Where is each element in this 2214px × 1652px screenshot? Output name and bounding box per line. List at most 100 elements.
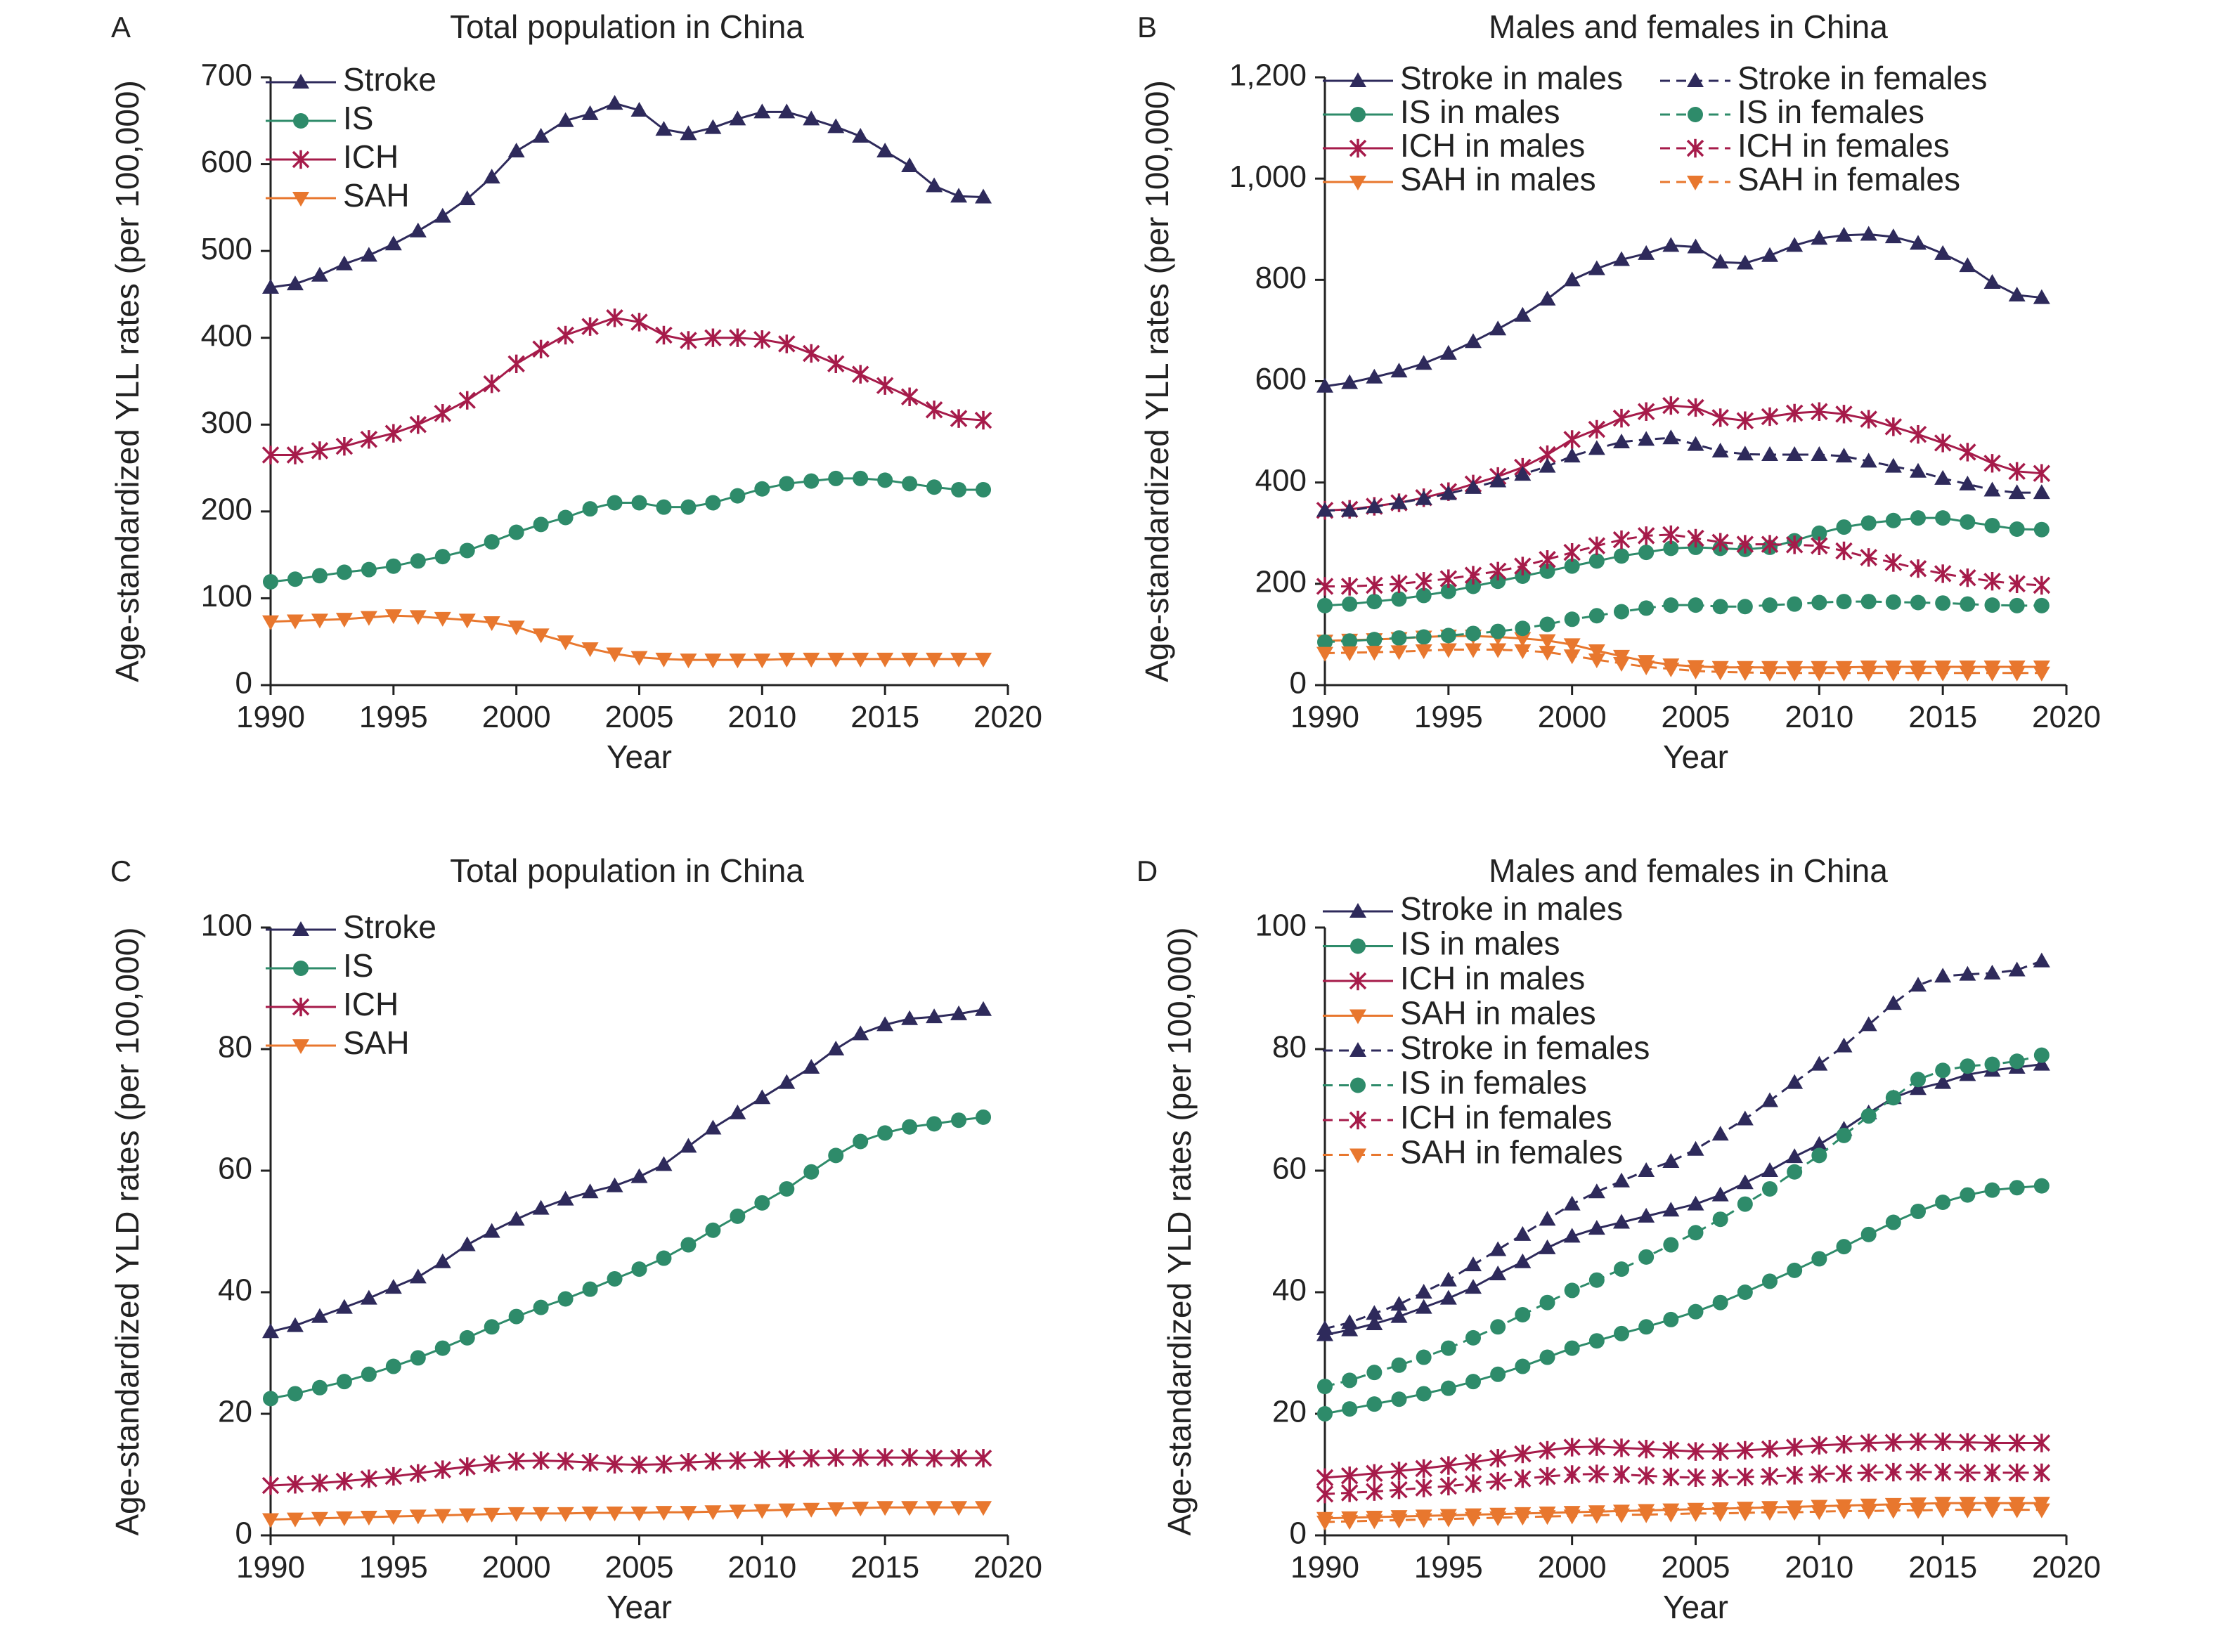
data-point bbox=[1836, 519, 1852, 535]
series-sah bbox=[262, 609, 992, 669]
data-point bbox=[1960, 1058, 1976, 1074]
data-point bbox=[1860, 515, 1877, 531]
x-tick-label: 2000 bbox=[1538, 700, 1607, 734]
data-point bbox=[1316, 1320, 1333, 1335]
data-point bbox=[286, 614, 304, 630]
legend-item: Stroke in females bbox=[1660, 60, 1987, 96]
legend-marker bbox=[292, 150, 310, 169]
data-point bbox=[1711, 533, 1729, 552]
data-point bbox=[1959, 443, 1976, 462]
legend-marker bbox=[1349, 1042, 1366, 1057]
data-point bbox=[483, 1454, 500, 1474]
data-point bbox=[1811, 1251, 1827, 1267]
data-point bbox=[1662, 662, 1680, 677]
legend-label: SAH in females bbox=[1400, 1134, 1623, 1171]
data-point bbox=[1539, 1294, 1555, 1310]
data-point bbox=[2009, 1053, 2025, 1069]
data-point bbox=[630, 313, 648, 332]
data-point bbox=[1736, 254, 1754, 270]
legend-label: ICH bbox=[343, 986, 399, 1022]
data-point bbox=[1415, 1284, 1432, 1299]
data-point bbox=[1366, 1315, 1383, 1330]
data-point bbox=[852, 652, 869, 668]
data-point bbox=[975, 1501, 992, 1516]
data-point bbox=[1663, 1311, 1679, 1327]
data-point bbox=[434, 611, 451, 627]
y-tick-label: 200 bbox=[201, 492, 252, 526]
data-point bbox=[532, 1199, 550, 1215]
data-point bbox=[1787, 1262, 1803, 1278]
data-point bbox=[1366, 498, 1383, 514]
data-point bbox=[1662, 237, 1680, 252]
data-point bbox=[1960, 514, 1976, 530]
data-point bbox=[1836, 1239, 1852, 1255]
x-tick-label: 2000 bbox=[1538, 1550, 1607, 1585]
data-point bbox=[1515, 1307, 1531, 1323]
data-point bbox=[607, 495, 623, 511]
data-point bbox=[1934, 666, 1952, 682]
data-point bbox=[975, 188, 992, 204]
x-tick-label: 2015 bbox=[850, 1550, 919, 1585]
legend-label: Stroke bbox=[343, 909, 436, 945]
data-point bbox=[1416, 629, 1432, 645]
data-point bbox=[1811, 594, 1827, 611]
legend-item: ICH in males bbox=[1323, 127, 1585, 164]
x-axis-label: Year bbox=[1663, 739, 1728, 775]
data-point bbox=[1935, 510, 1951, 526]
data-point bbox=[533, 1299, 549, 1315]
data-point bbox=[1514, 1444, 1532, 1464]
data-point bbox=[1860, 453, 1877, 468]
data-point bbox=[1539, 563, 1555, 579]
data-point bbox=[1316, 1515, 1333, 1530]
legend-marker bbox=[1686, 138, 1704, 158]
data-point bbox=[1612, 1438, 1631, 1457]
series-line bbox=[270, 1116, 984, 1400]
data-point bbox=[1785, 535, 1804, 554]
data-point bbox=[1885, 1214, 1901, 1230]
data-point bbox=[876, 652, 894, 668]
data-point bbox=[1983, 481, 2001, 497]
data-point bbox=[630, 651, 648, 666]
data-point bbox=[1563, 1195, 1581, 1211]
data-point bbox=[1787, 1164, 1803, 1180]
data-point bbox=[1316, 377, 1333, 393]
data-point bbox=[1539, 1211, 1556, 1226]
data-point bbox=[1785, 1438, 1804, 1457]
data-point bbox=[1564, 1282, 1580, 1299]
data-point bbox=[360, 611, 377, 626]
data-point bbox=[1736, 535, 1754, 554]
data-point bbox=[630, 1168, 648, 1183]
data-point bbox=[680, 125, 697, 141]
data-point bbox=[1489, 1448, 1507, 1468]
data-point bbox=[385, 1358, 401, 1374]
data-point bbox=[680, 1506, 697, 1521]
data-point bbox=[1415, 644, 1432, 659]
y-tick-label: 0 bbox=[1290, 1516, 1307, 1551]
data-point bbox=[680, 1138, 697, 1153]
data-point bbox=[2033, 521, 2050, 538]
data-point bbox=[974, 1448, 992, 1468]
data-point bbox=[1366, 646, 1383, 661]
y-tick-label: 800 bbox=[1255, 261, 1307, 295]
data-point bbox=[655, 325, 673, 345]
data-point bbox=[704, 653, 722, 669]
data-point bbox=[1711, 1507, 1729, 1522]
data-point bbox=[655, 121, 673, 136]
chart-title: Males and females in China bbox=[1489, 8, 1888, 45]
data-point bbox=[311, 1379, 328, 1396]
data-point bbox=[434, 549, 451, 565]
data-point bbox=[655, 1455, 673, 1474]
data-point bbox=[1514, 1469, 1532, 1488]
y-tick-label: 600 bbox=[1255, 362, 1307, 396]
data-point bbox=[1366, 368, 1383, 384]
x-tick-label: 1995 bbox=[1414, 1550, 1483, 1585]
data-point bbox=[1983, 964, 2001, 980]
data-point bbox=[1884, 228, 1902, 244]
data-point bbox=[606, 1506, 623, 1521]
data-point bbox=[803, 652, 820, 668]
data-point bbox=[2009, 597, 2025, 613]
y-tick-label: 0 bbox=[235, 666, 252, 701]
series-stroke-in-females bbox=[1316, 952, 2050, 1335]
